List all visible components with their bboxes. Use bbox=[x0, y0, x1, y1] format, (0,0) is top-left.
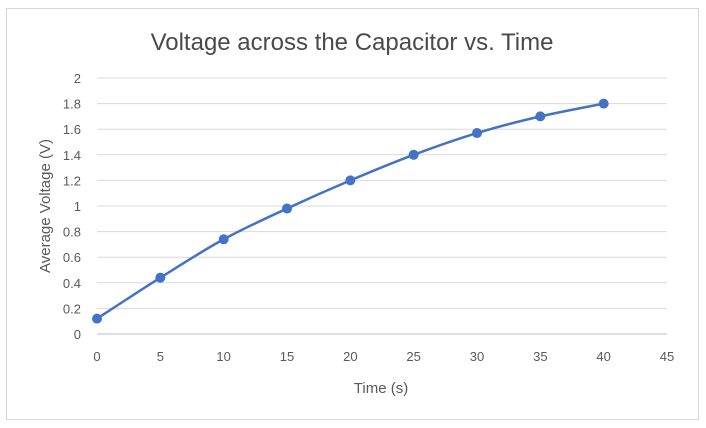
y-tick-label: 0.6 bbox=[63, 250, 81, 265]
data-point bbox=[535, 111, 546, 122]
x-tick-label: 15 bbox=[280, 349, 294, 364]
y-tick-label: 0.2 bbox=[63, 301, 81, 316]
y-tick-label: 1 bbox=[74, 199, 81, 214]
x-tick-label: 30 bbox=[470, 349, 484, 364]
x-tick-label: 0 bbox=[93, 349, 100, 364]
x-tick-label: 25 bbox=[406, 349, 420, 364]
data-point bbox=[155, 272, 166, 283]
data-point bbox=[218, 234, 229, 245]
x-tick-label: 10 bbox=[216, 349, 230, 364]
data-point bbox=[598, 98, 609, 109]
y-tick-label: 2 bbox=[74, 71, 81, 86]
y-tick-label: 0.8 bbox=[63, 225, 81, 240]
chart-title: Voltage across the Capacitor vs. Time bbox=[151, 29, 554, 56]
chart-area bbox=[6, 8, 699, 420]
y-tick-label: 1.8 bbox=[63, 97, 81, 112]
data-point bbox=[408, 149, 419, 160]
x-tick-label: 35 bbox=[533, 349, 547, 364]
data-point bbox=[345, 175, 356, 186]
data-point bbox=[92, 313, 102, 324]
y-tick-label: 0 bbox=[74, 327, 81, 342]
data-point bbox=[282, 203, 292, 214]
series-line bbox=[96, 102, 604, 320]
y-tick-label: 1.2 bbox=[63, 173, 81, 188]
gridlines bbox=[97, 77, 667, 309]
x-tick-label: 5 bbox=[157, 349, 164, 364]
y-tick-label: 1.4 bbox=[63, 148, 81, 163]
y-tick-label: 0.4 bbox=[63, 276, 81, 291]
y-axis-label: Average Voltage (V) bbox=[37, 139, 54, 273]
x-tick-label: 20 bbox=[343, 349, 357, 364]
y-tick-label: 1.6 bbox=[63, 122, 81, 137]
data-point bbox=[472, 128, 482, 139]
x-axis-label: Time (s) bbox=[354, 380, 408, 397]
tick-labels: 00.20.40.60.811.21.41.61.820 5 10 15 20 25 30 3… bbox=[63, 71, 674, 364]
x-tick-label: 40 bbox=[596, 349, 610, 364]
data-series bbox=[92, 98, 609, 324]
x-tick-label: 45 bbox=[660, 349, 674, 364]
